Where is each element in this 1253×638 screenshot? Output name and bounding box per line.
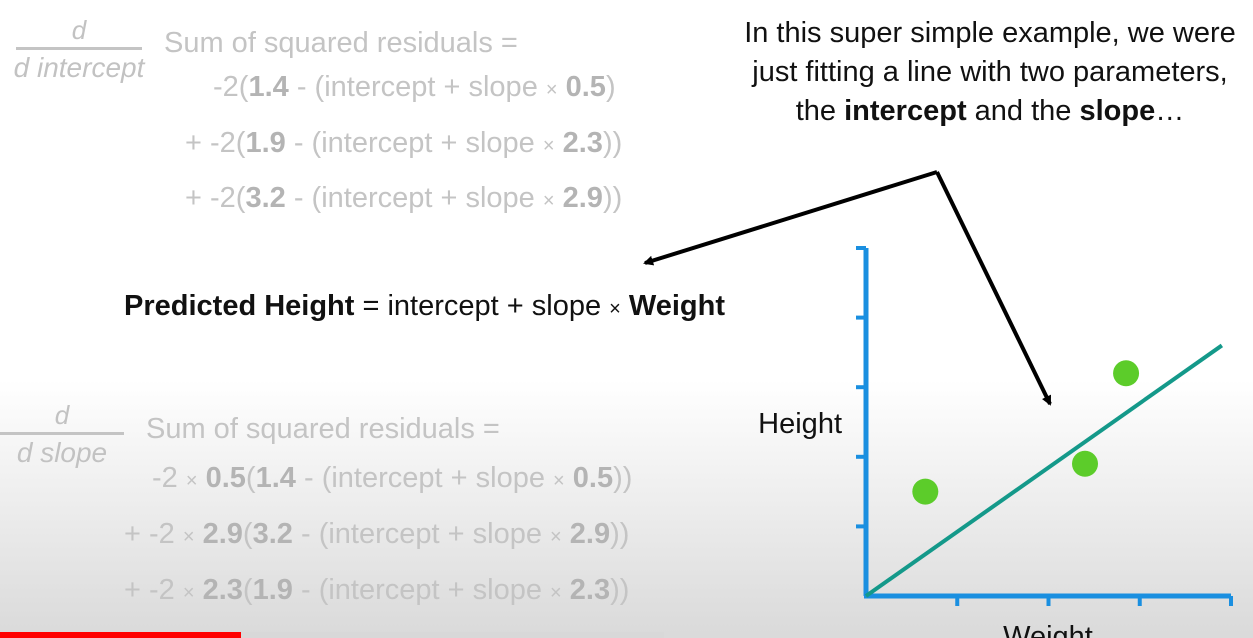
intercept-derivative-fraction: d d intercept [0,16,158,83]
x-axis-label: Weight [1003,621,1093,638]
fraction-numerator: d [54,400,70,430]
intercept-term-3: + -2(3.2 - (intercept + slope × 2.9)) [185,182,623,214]
fraction-numerator: d [71,15,87,45]
intercept-lead: Sum of squared residuals = [164,27,518,59]
slope-term-3: + -2 × 2.3(1.9 - (intercept + slope × 2.… [124,574,630,606]
fraction-bar [0,432,124,435]
annotation-arrows [643,170,1052,406]
data-point [912,478,939,505]
slope-derivative-fraction: d d slope [0,401,124,468]
fraction-bar [16,47,142,50]
plot-area [856,246,1233,606]
predicted-height-equation: Predicted Height = intercept + slope × W… [124,290,726,322]
intercept-term-1: -2(1.4 - (intercept + slope × 0.5) [213,71,616,103]
y-axis-label: Height [758,408,842,440]
slope-lead: Sum of squared residuals = [146,413,500,445]
arrow-to-equation [643,170,938,266]
slope-term-2: + -2 × 2.9(3.2 - (intercept + slope × 2.… [124,518,630,550]
data-point [1113,360,1140,387]
data-point [1072,450,1098,477]
annotation-text: In this super simple example, we were ju… [744,17,1236,127]
fit-line [864,343,1224,598]
video-progress-bar[interactable] [0,632,664,638]
arrow-to-fit-line [935,171,1052,406]
video-progress-fill [0,632,242,638]
intercept-term-2: + -2(1.9 - (intercept + slope × 2.3)) [185,127,623,159]
fraction-denominator: d intercept [13,52,145,83]
fraction-denominator: d slope [16,437,108,468]
slope-term-1: -2 × 0.5(1.4 - (intercept + slope × 0.5)… [152,462,633,494]
equation-lhs: Predicted Height [124,290,355,322]
